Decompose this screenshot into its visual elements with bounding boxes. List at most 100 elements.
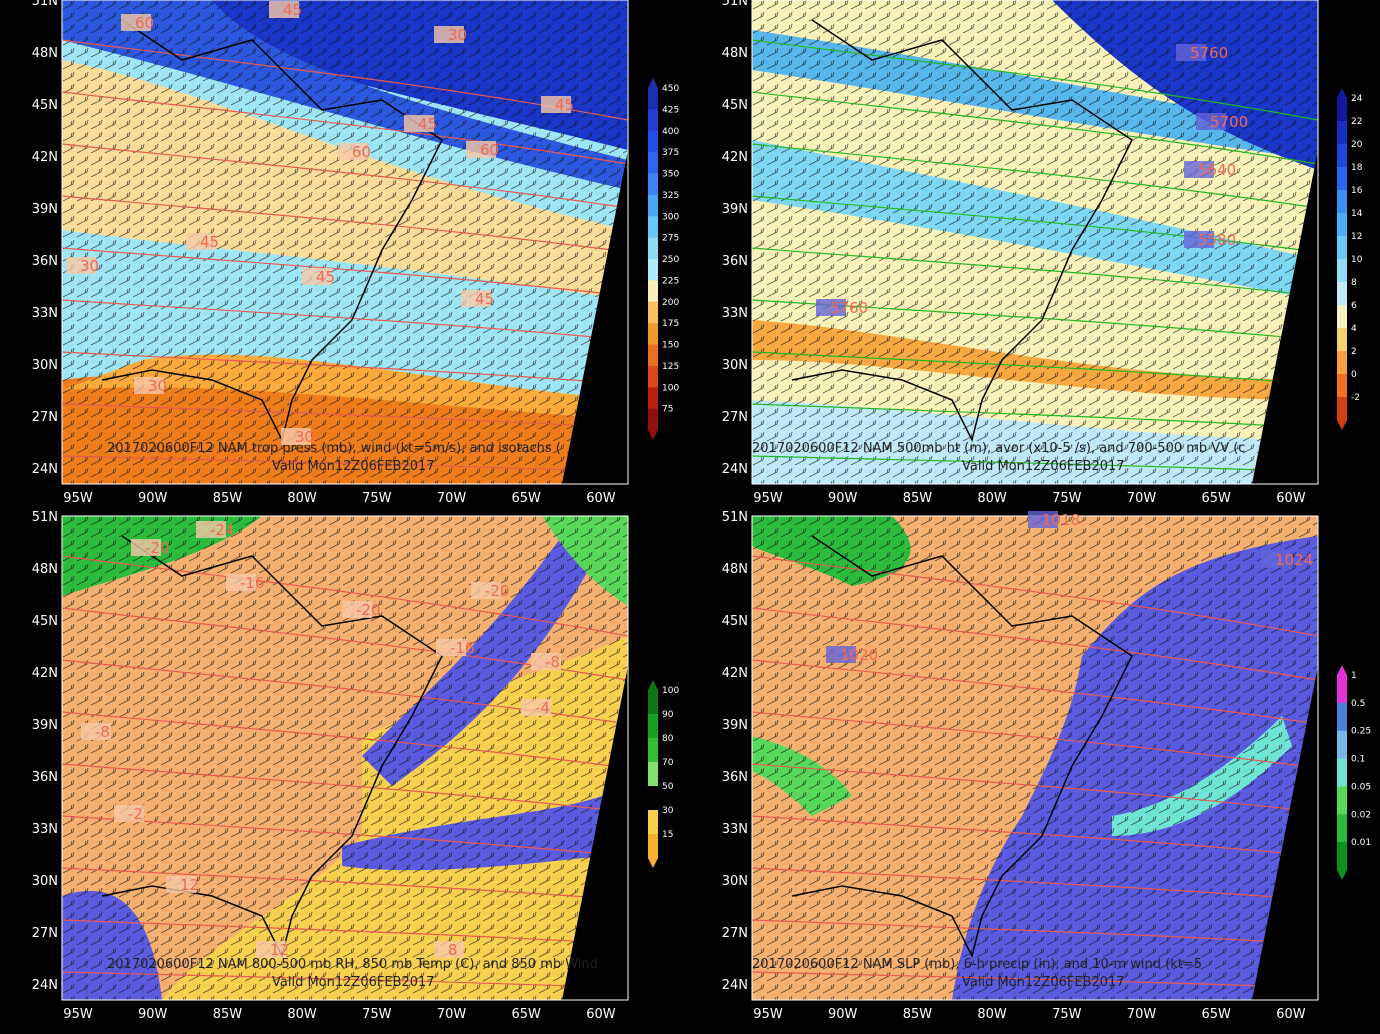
colorbar-swatch <box>1337 328 1347 352</box>
colorbar-end <box>1337 665 1347 675</box>
contour <box>752 403 1318 429</box>
colorbar-label: 80 <box>662 734 674 744</box>
contour-label-box <box>256 941 286 958</box>
lat-label: 33N <box>722 822 748 837</box>
wind-barbs <box>752 0 1318 484</box>
contour-label: 12 <box>180 876 199 894</box>
colorbar-label: 0.25 <box>1351 727 1371 737</box>
colorbar-label: 4 <box>1351 324 1357 334</box>
contour <box>62 403 628 429</box>
contour <box>62 711 628 769</box>
colorbar-label: 30 <box>662 806 674 816</box>
lon-label: 95W <box>63 1007 93 1022</box>
colorbar-swatch <box>1337 167 1347 191</box>
colorbar-label: 450 <box>662 84 679 94</box>
lat-label: 51N <box>32 0 58 9</box>
colorbar-swatch <box>648 301 658 324</box>
lon-label: 75W <box>362 491 392 506</box>
coastline <box>101 19 443 443</box>
contour-label-box <box>186 233 216 250</box>
lon-label: 85W <box>213 1007 243 1022</box>
lon-label: 80W <box>977 1007 1007 1022</box>
colorbar-swatch <box>1337 144 1347 168</box>
colorbar-swatch <box>1337 351 1347 375</box>
contour-label: -16 <box>240 574 265 592</box>
contour-label-box <box>166 876 196 893</box>
colorbar-swatch <box>1337 121 1347 145</box>
lat-label: 36N <box>722 770 748 785</box>
contour-label: -20 <box>145 539 170 557</box>
contour <box>752 971 1318 989</box>
contour <box>62 971 628 989</box>
colorbar-label: 16 <box>1351 186 1363 196</box>
lon-label: 85W <box>213 491 243 506</box>
lat-label: 42N <box>722 150 748 165</box>
contour <box>752 711 1318 769</box>
colorbar-swatch <box>1337 374 1347 398</box>
contour-label-box <box>302 268 332 285</box>
contour-label-box <box>1261 551 1291 568</box>
colorbar-swatch <box>648 194 658 217</box>
lon-label: 65W <box>1201 1007 1231 1022</box>
contour <box>752 143 1318 209</box>
colorbar-end <box>1337 870 1347 880</box>
lon-label: 70W <box>1127 491 1157 506</box>
lat-label: 48N <box>32 46 58 61</box>
colorbar-swatch <box>1337 305 1347 329</box>
colorbar-label: 350 <box>662 170 679 180</box>
contour-label-box <box>404 115 434 132</box>
map-panel: 51N 48N 45N 42N 39N 36N 33N 30N 27N 24N 95W 90W 85W 8… <box>32 0 629 506</box>
lon-label: 60W <box>586 1007 616 1022</box>
contour <box>62 555 628 637</box>
lon-label: 60W <box>1276 491 1306 506</box>
lon-label: 65W <box>511 1007 541 1022</box>
colorbar-swatch <box>648 408 658 431</box>
lon-label: 85W <box>903 491 933 506</box>
contour-label-box <box>342 601 372 618</box>
colorbar-label: 0.1 <box>1351 755 1365 765</box>
lat-label: 48N <box>722 46 748 61</box>
contour-label-box <box>121 14 151 31</box>
colorbar-swatch <box>648 216 658 239</box>
contour-label: -20 <box>485 582 510 600</box>
coastline <box>791 535 1133 959</box>
lat-label: 39N <box>32 202 58 217</box>
coastline <box>791 19 1133 443</box>
map-area <box>62 0 628 484</box>
contour-label: 30 <box>295 428 314 446</box>
contour-label-box <box>826 646 856 663</box>
contour-label: 60 <box>135 14 154 32</box>
contour-label-box <box>81 723 111 740</box>
lat-label: 27N <box>722 410 748 425</box>
colorbar-swatch <box>648 173 658 196</box>
contour-label-box <box>1196 113 1226 130</box>
lon-label: 95W <box>753 491 783 506</box>
contour-label: 5640 <box>1198 161 1236 179</box>
colorbar-end <box>1337 88 1347 98</box>
contour-label: 45 <box>475 290 494 308</box>
colorbar-swatch <box>1337 282 1347 306</box>
contour-label-box <box>226 574 256 591</box>
colorbar-label: 15 <box>662 830 673 840</box>
lon-label: 75W <box>1052 491 1082 506</box>
contour-label-box <box>1184 231 1214 248</box>
contour-label: 30 <box>148 377 167 395</box>
colorbar-label: 100 <box>662 383 679 393</box>
panel-title: 2017020600F12 NAM 800-500 mb RH, 850 mb … <box>107 957 598 972</box>
contour <box>752 919 1318 945</box>
lon-label: 85W <box>903 1007 933 1022</box>
contour <box>752 555 1318 637</box>
contour-label-box <box>114 805 144 822</box>
panel-valid: Valid Mon12Z06FEB2017 <box>272 459 435 474</box>
contour <box>62 351 628 385</box>
contour <box>752 195 1318 253</box>
colorbar-end <box>648 680 658 690</box>
contour-label: 1018 <box>1042 511 1080 529</box>
lat-label: 36N <box>32 254 58 269</box>
contour-label-box <box>281 428 311 445</box>
lat-label: 48N <box>722 562 748 577</box>
colorbar-label: 200 <box>662 298 679 308</box>
colorbar-end <box>1337 420 1347 430</box>
lon-label: 90W <box>138 1007 168 1022</box>
contour-label-box <box>816 299 846 316</box>
